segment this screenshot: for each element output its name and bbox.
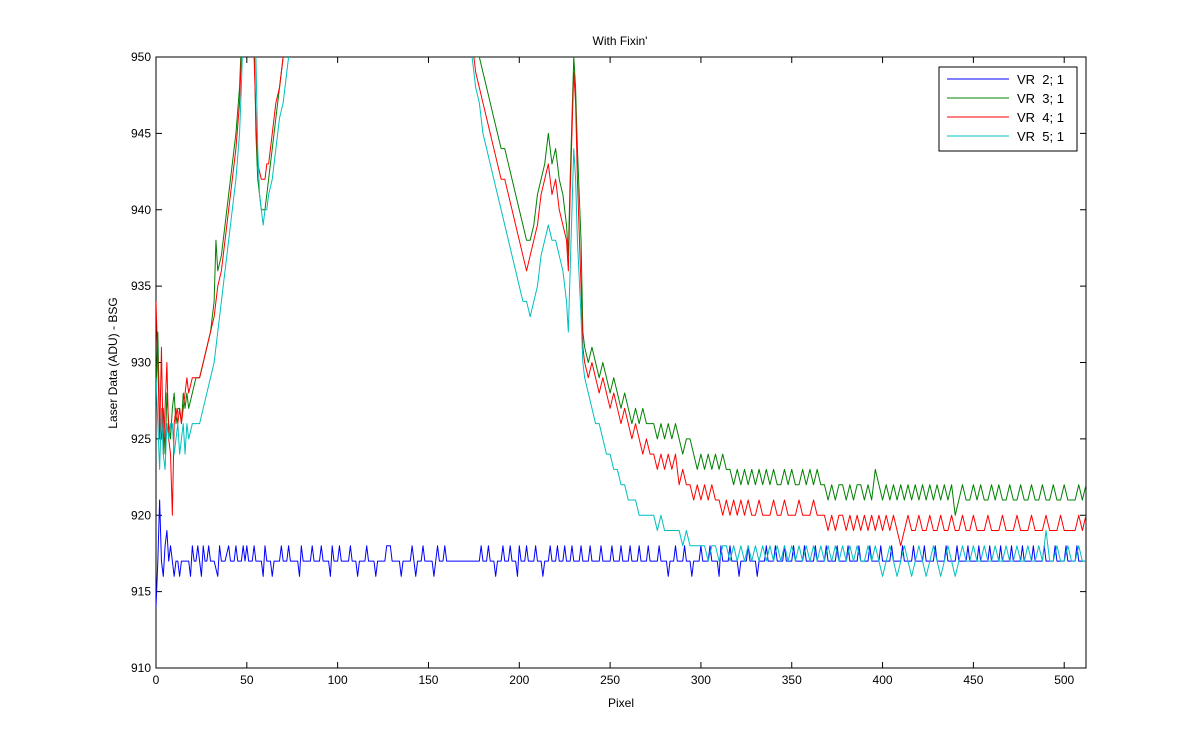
x-tick-label: 400 bbox=[873, 673, 893, 687]
y-tick-label: 945 bbox=[131, 126, 151, 140]
legend-label: VR 4; 1 bbox=[1017, 110, 1064, 125]
y-tick-label: 930 bbox=[131, 356, 151, 370]
series-line-3 bbox=[156, 57, 1086, 547]
x-tick-label: 450 bbox=[963, 673, 983, 687]
y-axis-label: Laser Data (ADU) - BSG bbox=[106, 297, 120, 428]
x-tick-label: 500 bbox=[1054, 673, 1074, 687]
y-tick-label: 925 bbox=[131, 432, 151, 446]
x-tick-label: 250 bbox=[600, 673, 620, 687]
legend-label: VR 3; 1 bbox=[1017, 91, 1064, 106]
x-tick-label: 100 bbox=[328, 673, 348, 687]
y-tick-label: 920 bbox=[131, 508, 151, 522]
x-tick-label: 300 bbox=[691, 673, 711, 687]
chart-title: With Fixin' bbox=[593, 34, 648, 48]
y-tick-label: 950 bbox=[131, 50, 151, 64]
x-tick-label: 0 bbox=[153, 673, 160, 687]
legend-label: VR 5; 1 bbox=[1017, 129, 1064, 144]
plot-frame bbox=[155, 56, 1087, 669]
x-tick-label: 200 bbox=[509, 673, 529, 687]
series-line-1 bbox=[156, 499, 1086, 607]
x-axis-label: Pixel bbox=[608, 696, 634, 710]
x-tick-label: 150 bbox=[418, 673, 438, 687]
legend-label: VR 2; 1 bbox=[1017, 72, 1064, 87]
series-line-4 bbox=[156, 57, 1086, 577]
y-tick-label: 935 bbox=[131, 279, 151, 293]
legend: VR 2; 1 VR 3; 1 VR 4; 1 VR 5; 1 bbox=[938, 66, 1078, 152]
y-tick-label: 915 bbox=[131, 585, 151, 599]
x-tick-label: 350 bbox=[782, 673, 802, 687]
y-tick-label: 940 bbox=[131, 203, 151, 217]
legend-box bbox=[938, 66, 1078, 152]
series-lines bbox=[156, 57, 1086, 607]
y-tick-label: 910 bbox=[131, 661, 151, 675]
axis-ticks: 0 50 100 150 200 250 300 350 400 450 500 910 915 920 9… bbox=[131, 50, 1086, 687]
x-tick-label: 50 bbox=[240, 673, 254, 687]
